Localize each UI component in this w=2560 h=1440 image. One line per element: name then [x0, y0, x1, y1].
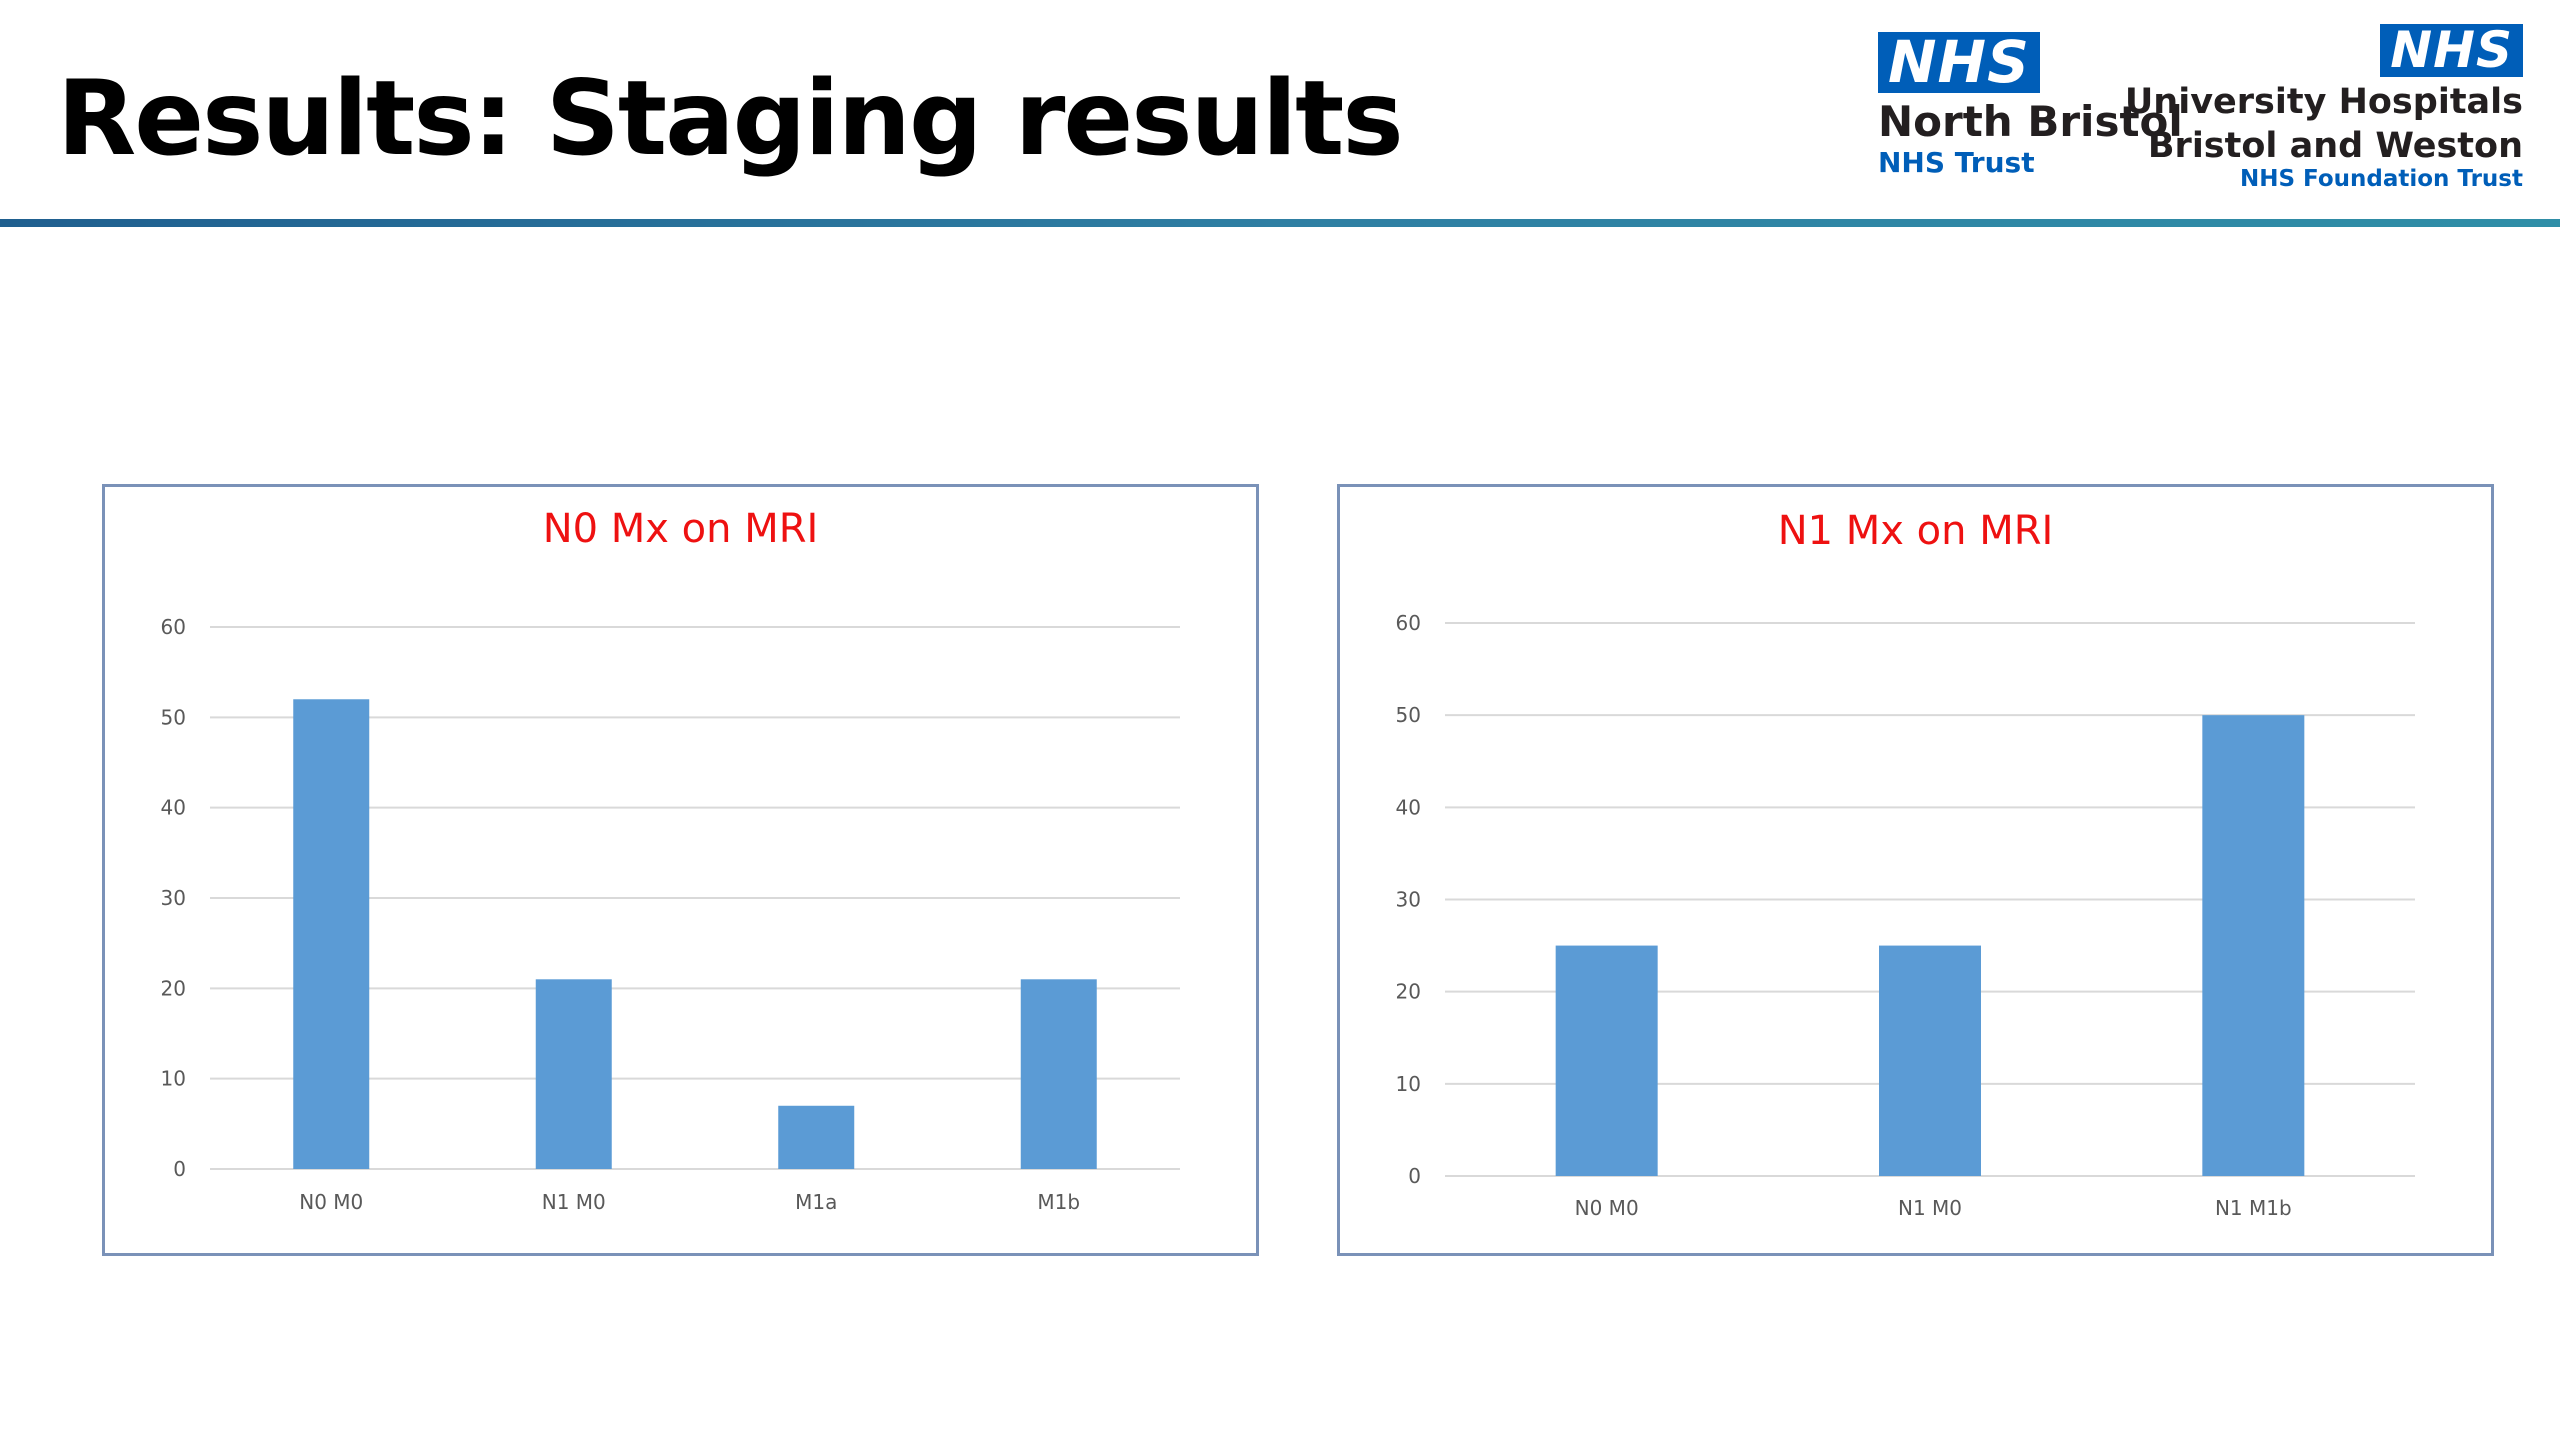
logo-trust-name: NHS Trust: [1878, 145, 2035, 179]
y-tick-label: 50: [1396, 703, 1421, 727]
header-divider: [0, 219, 2560, 227]
y-tick-label: 0: [1408, 1164, 1421, 1188]
bar: [293, 699, 370, 1169]
nhs-logo-mark: NHS: [2380, 24, 2523, 77]
chart-n1-mx-svg: N1 Mx on MRI 0 10 20 30 40 50 60 N0 M0 N1 M0 N1 M1…: [1396, 508, 2415, 1220]
bar: [2202, 715, 2305, 1176]
chart-n0-mx: N0 Mx on MRI 0 10 20 30 40 50 60 N0 M0 N1 M0 M1a M1…: [102, 484, 1259, 1256]
nhs-logo-mark: NHS: [1878, 32, 2040, 93]
x-tick-label: M1b: [1037, 1190, 1080, 1214]
chart-n1-mx: N1 Mx on MRI 0 10 20 30 40 50 60 N0 M0 N1 M0 N1 M1…: [1337, 484, 2494, 1256]
logo-org-name: North Bristol: [1878, 96, 2183, 146]
x-tick-label: N0 M0: [1575, 1196, 1639, 1220]
x-tick-label: N1 M0: [542, 1190, 606, 1214]
y-tick-label: 50: [161, 705, 186, 729]
x-tick-label: M1a: [795, 1190, 837, 1214]
uhbw-logo: NHS University Hospitals Bristol and Wes…: [2125, 24, 2523, 192]
y-tick-label: 0: [173, 1157, 186, 1181]
bar: [535, 979, 612, 1169]
north-bristol-logo: NHS North Bristol NHS Trust: [1878, 32, 2183, 179]
chart-title: N1 Mx on MRI: [1778, 508, 2054, 554]
y-tick-label: 20: [1396, 980, 1421, 1004]
y-tick-label: 60: [1396, 611, 1421, 635]
bar: [778, 1105, 855, 1169]
bar: [1020, 979, 1097, 1169]
chart-n0-mx-svg: N0 Mx on MRI 0 10 20 30 40 50 60 N0 M0 N1 M0 M1a M1…: [161, 506, 1180, 1214]
y-tick-label: 40: [161, 796, 186, 820]
bar: [1879, 945, 1981, 1176]
y-tick-label: 60: [161, 615, 186, 639]
y-tick-label: 10: [161, 1067, 186, 1091]
x-tick-label: N0 M0: [299, 1190, 363, 1214]
bar: [1555, 945, 1658, 1176]
logo-trust-name: NHS Foundation Trust: [2239, 165, 2523, 192]
logo-org-name-line2: Bristol and Weston: [2147, 126, 2523, 166]
chart-title: N0 Mx on MRI: [543, 506, 819, 552]
page-title: Results: Staging results: [57, 59, 1404, 179]
y-tick-label: 20: [161, 976, 186, 1000]
y-tick-label: 30: [1396, 888, 1421, 912]
logo-org-name-line1: University Hospitals: [2124, 81, 2523, 122]
y-tick-label: 40: [1396, 795, 1421, 819]
y-tick-label: 10: [1396, 1072, 1421, 1096]
x-tick-label: N1 M1b: [2215, 1196, 2292, 1220]
x-tick-label: N1 M0: [1898, 1196, 1962, 1220]
y-tick-label: 30: [161, 886, 186, 910]
